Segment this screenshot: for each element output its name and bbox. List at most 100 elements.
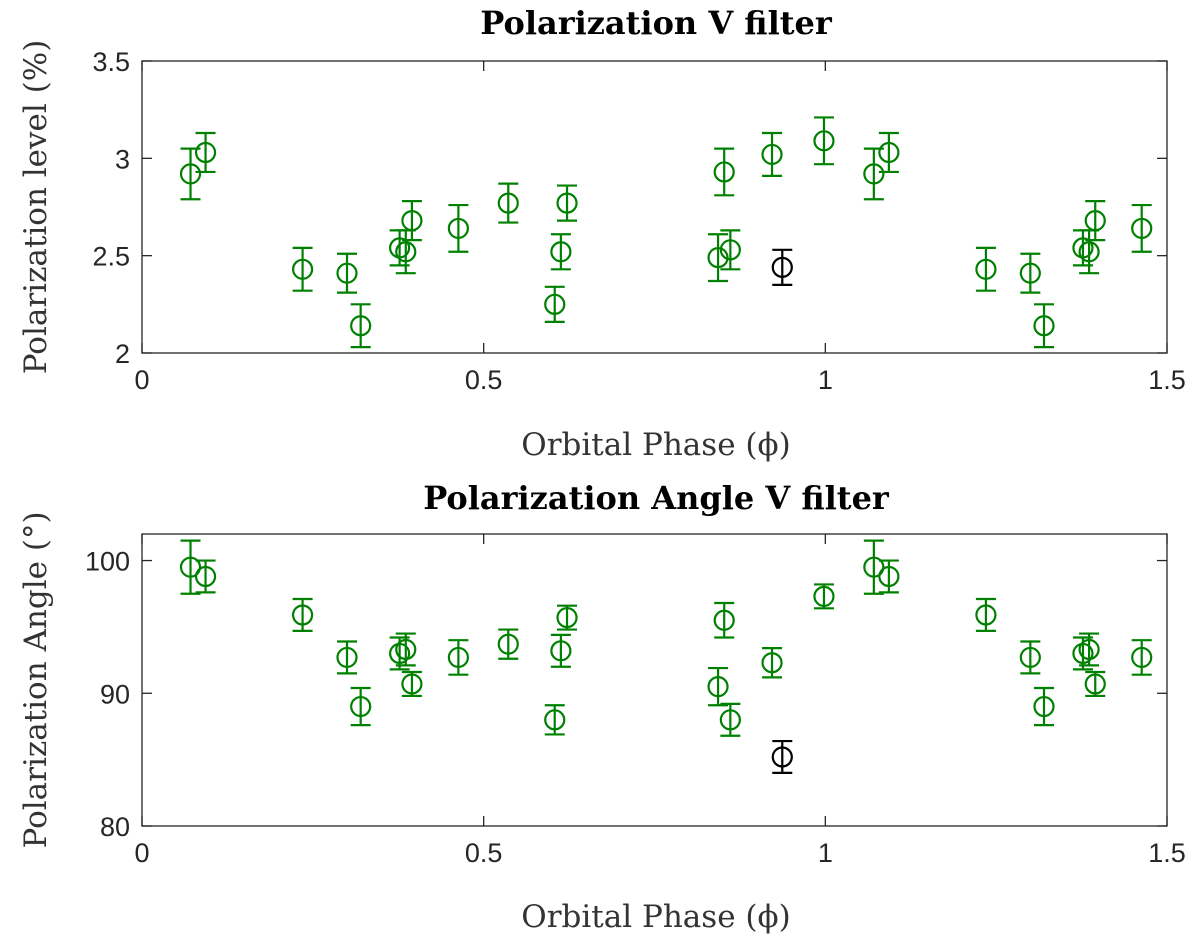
circle-marker	[761, 652, 783, 674]
chart-title: Polarization Angle V filter	[423, 479, 890, 517]
x-axis-label: Orbital Phase (ϕ)	[521, 899, 790, 935]
circle-marker	[194, 141, 217, 164]
circle-marker	[395, 241, 417, 263]
circle-marker	[707, 676, 729, 698]
polarization-level-panel: Polarization V filter 0 0.5 1 1.5 2 2.5 3 3.5 O…	[18, 4, 1186, 463]
circle-marker	[544, 293, 566, 315]
circle-marker	[497, 633, 519, 655]
x-tick-label: 0	[134, 365, 149, 395]
circle-marker	[719, 709, 741, 731]
circle-marker	[771, 746, 793, 768]
data-point	[1078, 632, 1100, 667]
circle-marker	[401, 210, 423, 232]
circle-marker	[1084, 673, 1106, 695]
y-axis-label: Polarization level (%)	[18, 40, 54, 375]
circle-marker	[497, 192, 519, 214]
circle-marker	[1078, 241, 1100, 263]
circle-marker	[878, 565, 900, 588]
circle-marker	[194, 565, 217, 588]
circle-marker	[350, 695, 372, 718]
circle-marker	[556, 607, 578, 629]
x-axis-label: Orbital Phase (ϕ)	[521, 427, 790, 463]
data-point	[1084, 200, 1106, 242]
x-tick-label: 1.5	[1148, 365, 1186, 395]
y-tick-label: 2.5	[92, 242, 130, 272]
circle-marker	[771, 256, 793, 278]
circle-marker	[878, 141, 900, 164]
circle-marker	[336, 262, 358, 284]
circle-marker	[975, 258, 997, 280]
data-point	[194, 559, 217, 594]
y-tick-label: 3.5	[92, 47, 130, 77]
axis-ticks: 0 0.5 1 1.5 80 90 100	[85, 534, 1186, 868]
y-tick-label: 80	[100, 812, 130, 842]
data-point	[761, 647, 783, 679]
data-point	[975, 246, 997, 292]
circle-marker	[813, 585, 835, 607]
data-point	[291, 597, 314, 632]
circle-marker	[395, 638, 417, 661]
data-point	[550, 233, 572, 271]
data-point	[350, 303, 372, 349]
data-point	[556, 604, 578, 631]
data-point	[713, 601, 735, 639]
circle-marker	[713, 161, 735, 183]
y-axis-label: Polarization Angle (°)	[18, 511, 54, 848]
plot-area	[179, 539, 1153, 775]
circle-marker	[544, 709, 566, 731]
data-point	[544, 704, 566, 736]
circle-marker	[713, 609, 735, 631]
circle-marker	[179, 556, 202, 578]
data-point	[813, 583, 835, 610]
data-point	[336, 640, 358, 675]
data-point	[401, 200, 423, 242]
circle-marker	[447, 217, 469, 240]
data-point	[350, 686, 372, 727]
y-tick-label: 90	[100, 679, 130, 709]
circle-marker	[719, 239, 741, 261]
circle-marker	[1072, 642, 1094, 665]
circle-marker	[179, 163, 202, 185]
circle-marker	[1078, 638, 1100, 661]
circle-marker	[550, 241, 572, 263]
data-point	[761, 131, 783, 177]
data-point	[1131, 203, 1153, 253]
data-point	[863, 539, 885, 595]
data-point	[707, 233, 729, 283]
data-point	[719, 702, 741, 737]
data-point	[194, 131, 217, 174]
circle-marker	[1019, 262, 1041, 284]
axes-box	[141, 60, 1168, 354]
data-point	[771, 248, 793, 286]
circle-marker	[761, 143, 783, 166]
data-point	[336, 252, 358, 294]
data-point	[1019, 640, 1041, 675]
axis-ticks: 0 0.5 1 1.5 2 2.5 3 3.5	[92, 47, 1185, 395]
circle-marker	[707, 247, 729, 269]
x-tick-label: 1.5	[1148, 838, 1186, 868]
circle-marker	[1033, 315, 1055, 337]
x-tick-label: 1	[818, 365, 833, 395]
circle-marker	[863, 556, 885, 578]
chart-title: Polarization V filter	[480, 4, 833, 42]
data-point	[1019, 252, 1041, 294]
data-point	[556, 184, 578, 222]
circle-marker	[863, 163, 885, 185]
data-point	[719, 229, 741, 271]
data-point	[550, 633, 572, 668]
data-point	[447, 639, 469, 676]
x-tick-label: 0	[134, 838, 149, 868]
data-point	[1084, 670, 1106, 698]
data-point	[179, 147, 202, 201]
data-point	[179, 539, 202, 595]
axes-box	[141, 533, 1168, 827]
circle-marker	[401, 673, 423, 695]
x-tick-label: 0.5	[465, 365, 503, 395]
circle-marker	[291, 258, 314, 280]
data-point	[1131, 639, 1153, 676]
data-point	[975, 597, 997, 632]
data-point	[813, 116, 835, 166]
polarization-angle-panel: Polarization Angle V filter 0 0.5 1 1.5 80 90…	[18, 479, 1186, 935]
circle-marker	[1019, 646, 1041, 669]
